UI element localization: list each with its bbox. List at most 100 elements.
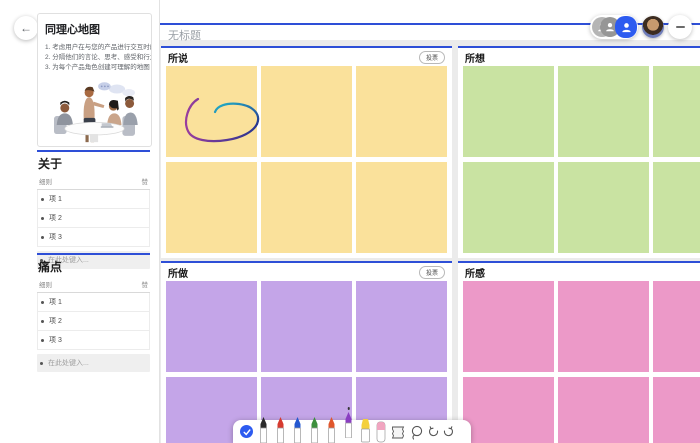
lasso-select-tool[interactable]	[410, 425, 424, 440]
sticky-note[interactable]	[463, 377, 554, 443]
sticky-note[interactable]	[166, 281, 257, 372]
eraser-tool[interactable]	[376, 421, 386, 443]
selected-tool-dot	[347, 407, 350, 410]
frame-feels-title: 所感	[465, 268, 485, 280]
undo-button[interactable]	[428, 426, 439, 438]
bullet-dot	[41, 300, 44, 304]
drawing-toolbar	[233, 407, 471, 443]
input-placeholder: 在此处键入...	[48, 360, 89, 367]
list-item-label: 项 3	[49, 234, 62, 241]
template-title: 同理心地图	[45, 24, 100, 36]
section-about-title: 关于	[38, 157, 63, 171]
sticky-note[interactable]	[166, 66, 257, 157]
check-icon	[242, 428, 251, 435]
template-step: 2. 分隔他们的言论、思考、感受和行为举止	[45, 54, 151, 62]
frame-thinks[interactable]: 所想	[458, 46, 700, 258]
list-item-label: 项 3	[49, 337, 62, 344]
add-item-input[interactable]: 在此处键入...	[37, 354, 150, 372]
bullet-dot	[41, 235, 44, 239]
template-info-card: 同理心地图 1. 考虑用户在与您的产品进行交互时的体验 2. 分隔他们的言论、思…	[37, 13, 152, 147]
sticky-note[interactable]	[653, 281, 700, 372]
frame-says[interactable]: 所说 投票	[161, 46, 452, 258]
bullet-dot	[41, 319, 44, 323]
sticky-note[interactable]	[356, 66, 447, 157]
marker-blue[interactable]	[291, 416, 304, 443]
list-item[interactable]: 项 3	[37, 331, 150, 350]
sticky-note[interactable]	[558, 66, 649, 157]
whiteboard-canvas[interactable]: 无标题 所说 投票	[160, 0, 700, 443]
section-about-columns: 细则 赞	[37, 174, 150, 190]
list-item-label: 项 2	[49, 215, 62, 222]
sticky-note[interactable]	[653, 377, 700, 443]
template-steps: 1. 考虑用户在与您的产品进行交互时的体验 2. 分隔他们的言论、思考、感受和行…	[45, 43, 151, 73]
top-right-controls	[590, 15, 692, 39]
vote-badge[interactable]: 投票	[418, 265, 445, 279]
list-item-label: 项 1	[49, 299, 62, 306]
washi-tape-tool[interactable]	[390, 425, 406, 440]
sticky-note[interactable]	[356, 281, 447, 372]
sticky-note[interactable]	[558, 281, 649, 372]
redo-button[interactable]	[443, 426, 454, 438]
sticky-note[interactable]	[356, 162, 447, 253]
arrow-left-icon: ←	[20, 21, 32, 35]
sticky-note[interactable]	[166, 162, 257, 253]
section-pain-columns: 细则 赞	[37, 277, 150, 293]
back-button[interactable]: ←	[14, 16, 38, 40]
redo-icon	[443, 426, 453, 437]
person-icon	[621, 22, 631, 32]
column-vote-label: 赞	[141, 282, 149, 289]
section-about: 关于 细则 赞 项 1 项 2 项 3 在此处键入...	[37, 150, 150, 269]
menu-icon	[675, 25, 685, 29]
column-item-label: 细则	[39, 179, 52, 186]
list-item[interactable]: 项 2	[37, 209, 150, 228]
frame-thinks-title: 所想	[465, 53, 485, 65]
user-avatar[interactable]	[642, 16, 664, 38]
bullet-dot	[40, 258, 43, 262]
input-placeholder: 在此处键入...	[48, 257, 89, 264]
section-pain-title: 痛点	[38, 260, 63, 274]
add-item-input[interactable]: 在此处键入...	[37, 251, 150, 269]
sticky-note[interactable]	[558, 162, 649, 253]
list-item[interactable]: 项 1	[37, 293, 150, 312]
column-vote-label: 赞	[141, 179, 149, 186]
template-sidebar: ← 同理心地图 1. 考虑用户在与您的产品进行交互时的体验 2. 分隔他们的言论…	[0, 0, 160, 443]
marker-green[interactable]	[308, 416, 321, 443]
board-title-input[interactable]: 无标题	[168, 30, 201, 42]
sticky-note[interactable]	[653, 162, 700, 253]
confirm-draw-button[interactable]	[240, 425, 253, 443]
sticky-note[interactable]	[261, 162, 352, 253]
list-item[interactable]: 项 1	[37, 190, 150, 209]
presence-share-control[interactable]	[590, 15, 638, 39]
sticky-note[interactable]	[463, 281, 554, 372]
sticky-note[interactable]	[558, 377, 649, 443]
marker-red[interactable]	[274, 416, 287, 443]
list-item-label: 项 1	[49, 196, 62, 203]
sticky-note[interactable]	[463, 162, 554, 253]
highlighter-tool[interactable]	[359, 418, 372, 443]
sticky-note[interactable]	[653, 66, 700, 157]
undo-icon	[429, 426, 439, 437]
list-item[interactable]: 项 2	[37, 312, 150, 331]
team-meeting-illustration	[54, 82, 138, 143]
section-pain-points: 痛点 细则 赞 项 1 项 2 项 3 在此处键入...	[37, 253, 150, 372]
menu-button[interactable]	[668, 15, 692, 39]
invite-user-button[interactable]	[615, 16, 637, 38]
marker-black[interactable]	[257, 416, 270, 443]
bullet-dot	[40, 361, 43, 365]
template-step: 3. 为每个产品角色创建可理解的地图	[45, 64, 150, 72]
template-step: 1. 考虑用户在与您的产品进行交互时的体验	[45, 44, 151, 51]
list-item-label: 项 2	[49, 318, 62, 325]
bullet-dot	[41, 338, 44, 342]
washi-tape-icon	[391, 426, 405, 439]
list-item[interactable]: 项 3	[37, 228, 150, 247]
frame-feels[interactable]: 所感	[458, 261, 700, 443]
vote-badge[interactable]: 投票	[418, 50, 445, 64]
marker-orange[interactable]	[325, 416, 338, 443]
frame-does-title: 所做	[168, 268, 188, 280]
bullet-dot	[41, 197, 44, 201]
sticky-note[interactable]	[463, 66, 554, 157]
sticky-note[interactable]	[261, 281, 352, 372]
sticky-note[interactable]	[261, 66, 352, 157]
marker-purple-selected[interactable]	[342, 407, 355, 438]
